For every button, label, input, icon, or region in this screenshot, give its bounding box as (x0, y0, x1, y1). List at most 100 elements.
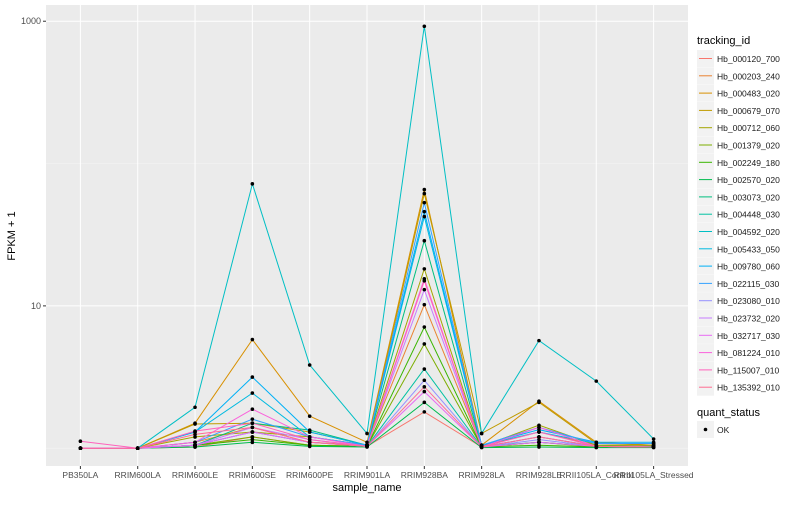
y-axis: 10 1000 (21, 16, 46, 311)
data-point-Hb_115007_010 (307, 437, 312, 442)
legend-label: Hb_023732_020 (717, 314, 780, 324)
legend-label: Hb_002570_020 (717, 175, 780, 185)
data-point-Hb_022115_030 (651, 441, 656, 446)
data-point-Hb_081224_010 (537, 425, 541, 430)
data-point-Hb_135392_010 (193, 432, 197, 437)
data-point-Hb_022115_030 (250, 417, 255, 421)
data-point-Hb_009780_060 (307, 430, 312, 434)
data-point-Hb_004592_020 (250, 182, 255, 186)
x-tick-label: RRII105LA_Control (559, 470, 633, 480)
data-point-Hb_115007_010 (537, 430, 541, 434)
y-tick-label: 10 (31, 301, 41, 311)
x-tick-label: RRII105LA_Stressed (614, 470, 694, 480)
legend-label: Hb_023080_010 (717, 296, 780, 306)
legend: tracking_id Hb_000120_700 Hb_000203_240 Hb… (697, 35, 780, 438)
x-axis-title: sample_name (332, 482, 401, 494)
data-point-Hb_000712_060 (193, 435, 197, 439)
data-point-Hb_002570_020 (422, 400, 427, 405)
data-point-Hb_135392_010 (365, 444, 369, 449)
data-point-Hb_000483_020 (422, 187, 427, 192)
legend-label: Hb_135392_010 (717, 383, 780, 393)
x-tick-label: RRIM600LA (115, 470, 162, 480)
legend-point-icon (703, 427, 708, 432)
data-point-Hb_001379_020 (250, 435, 255, 439)
data-point-Hb_004592_020 (537, 338, 541, 343)
data-point-Hb_004592_020 (479, 431, 484, 436)
data-point-Hb_135392_010 (250, 425, 255, 430)
data-point-Hb_000483_020 (365, 440, 369, 445)
x-axis: PB350LA RRIM600LA RRIM600LE RRIM600SE RRIM60… (62, 466, 694, 480)
data-point-Hb_135392_010 (78, 446, 83, 451)
legend-label: Hb_002249_180 (717, 158, 780, 168)
legend-title-tracking-id: tracking_id (697, 35, 750, 47)
x-tick-label: RRIM600PE (286, 470, 334, 480)
data-point-Hb_032717_030 (537, 440, 541, 445)
data-point-Hb_005433_050 (422, 214, 427, 219)
x-tick-label: RRIM928LA (458, 470, 505, 480)
legend-label: Hb_022115_030 (717, 279, 780, 289)
legend-label: Hb_004448_030 (717, 210, 780, 220)
legend-label: Hb_009780_060 (717, 262, 780, 272)
data-point-Hb_135392_010 (307, 440, 312, 445)
x-tick-label: RRIM600LE (172, 470, 219, 480)
data-point-Hb_115007_010 (193, 429, 197, 433)
data-point-Hb_004592_020 (365, 431, 369, 436)
data-point-Hb_135392_010 (594, 444, 599, 449)
legend-label: Hb_003073_020 (717, 192, 780, 202)
data-point-Hb_005433_050 (250, 391, 255, 395)
data-point-Hb_004592_020 (307, 363, 312, 367)
data-point-Hb_000679_070 (422, 191, 427, 196)
data-point-Hb_004592_020 (651, 437, 656, 441)
data-point-Hb_135392_010 (422, 385, 427, 389)
data-point-Hb_022115_030 (594, 441, 599, 446)
x-tick-label: RRIM928BA (401, 470, 449, 480)
data-point-Hb_023732_020 (422, 287, 427, 292)
data-point-Hb_000679_070 (193, 422, 197, 426)
data-point-Hb_002570_020 (250, 440, 255, 445)
x-tick-label: RRIM600SE (229, 470, 277, 480)
x-tick-label: RRIM928LE (516, 470, 563, 480)
data-point-Hb_004592_020 (422, 24, 427, 29)
data-point-Hb_002249_180 (422, 325, 427, 329)
y-axis-title: FPKM + 1 (6, 211, 18, 260)
data-point-Hb_135392_010 (135, 446, 140, 451)
data-point-Hb_032717_030 (250, 430, 255, 434)
data-point-Hb_002570_020 (307, 444, 312, 449)
data-point-Hb_081224_010 (250, 407, 255, 411)
data-point-Hb_000203_240 (422, 302, 427, 307)
legend-label: Hb_000483_020 (717, 89, 780, 99)
data-point-Hb_001379_020 (422, 342, 427, 346)
data-point-Hb_000483_020 (250, 337, 255, 342)
data-point-Hb_004448_030 (422, 367, 427, 371)
data-point-Hb_000483_020 (307, 414, 312, 418)
legend-label-ok: OK (717, 425, 730, 435)
data-point-Hb_081224_010 (193, 440, 197, 445)
data-point-Hb_023080_010 (537, 437, 541, 442)
data-point-Hb_000679_070 (537, 400, 541, 405)
data-point-Hb_004592_020 (594, 379, 599, 383)
data-point-Hb_081224_010 (307, 435, 312, 439)
legend-title-quant-status: quant_status (697, 407, 760, 419)
data-point-Hb_115007_010 (78, 439, 83, 444)
data-point-Hb_032717_030 (422, 389, 427, 394)
data-point-Hb_135392_010 (537, 435, 541, 439)
x-tick-label: PB350LA (62, 470, 98, 480)
data-point-Hb_022115_030 (422, 200, 427, 205)
legend-label: Hb_000203_240 (717, 71, 780, 81)
data-point-Hb_003073_020 (422, 238, 427, 243)
data-point-Hb_135392_010 (479, 445, 484, 449)
data-points (78, 24, 656, 451)
data-point-Hb_002249_180 (250, 437, 255, 442)
legend-label: Hb_032717_030 (717, 331, 780, 341)
data-point-Hb_000712_060 (422, 267, 427, 271)
data-point-Hb_023080_010 (422, 378, 427, 383)
data-point-Hb_004592_020 (193, 405, 197, 410)
data-point-Hb_135392_010 (651, 445, 656, 449)
legend-label: Hb_081224_010 (717, 348, 780, 358)
data-point-Hb_009780_060 (422, 209, 427, 214)
data-point-Hb_115007_010 (250, 421, 255, 425)
data-point-Hb_000120_700 (422, 410, 427, 414)
data-point-Hb_032717_030 (193, 443, 197, 448)
data-point-Hb_009780_060 (250, 375, 255, 379)
